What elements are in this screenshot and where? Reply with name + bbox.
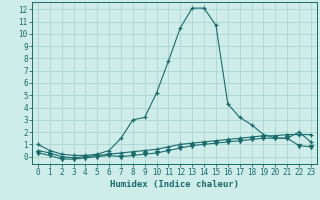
X-axis label: Humidex (Indice chaleur): Humidex (Indice chaleur) (110, 180, 239, 189)
